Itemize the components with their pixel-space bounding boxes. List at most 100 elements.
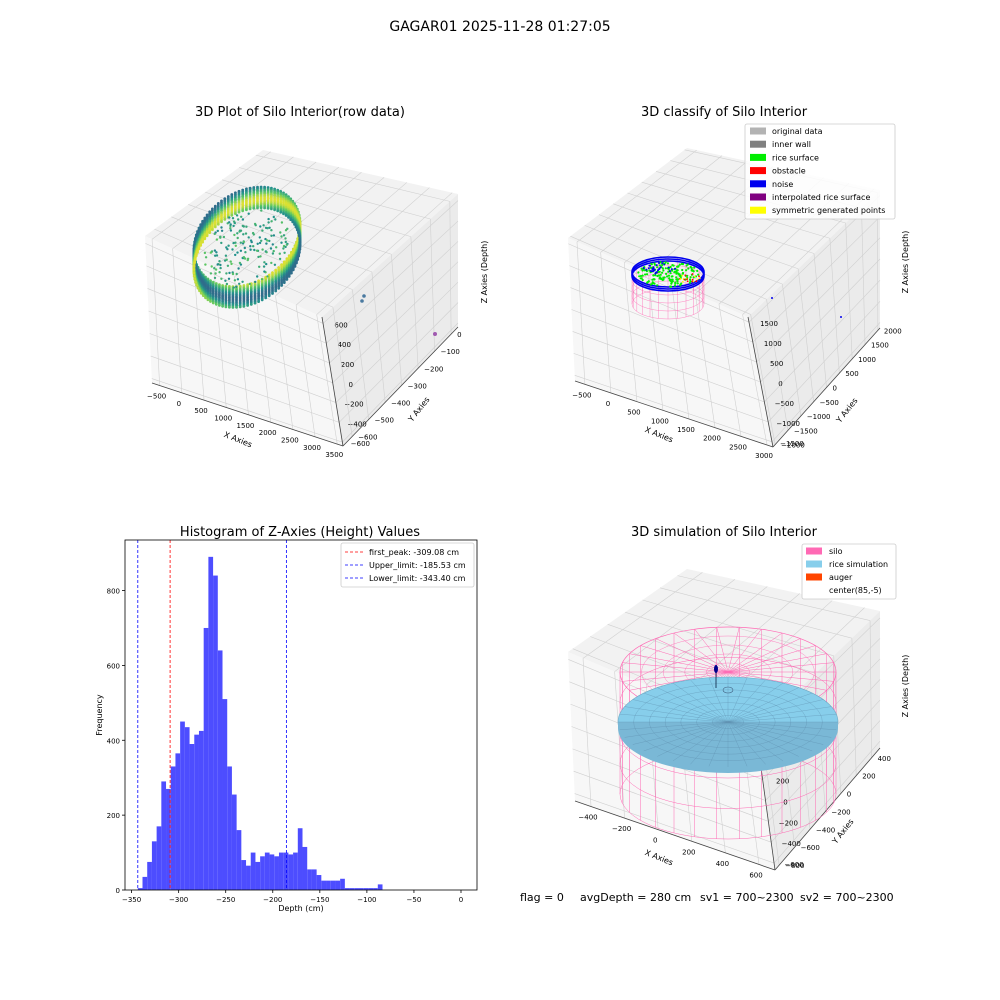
z-tick-label: 0 [457,331,461,339]
histogram-bar [265,853,270,890]
point-raw [204,252,206,254]
point-rice-surface [661,264,663,266]
point-raw [238,211,241,214]
point-rice-surface [674,282,676,284]
point-raw [264,297,267,300]
point-raw [261,299,264,302]
point-noise [648,267,650,269]
point-raw [223,236,225,238]
z-tick-label: 2000 [884,327,902,335]
histogram-bar [246,866,251,890]
point-raw [236,273,238,275]
point-raw [272,243,274,245]
point-raw [261,229,263,231]
point-rice-surface [659,264,661,266]
z-axis-label: Z Axies (Depth) [901,655,910,718]
point-raw [280,235,282,237]
legend-label: rice surface [772,153,819,162]
point-raw [273,216,275,218]
point-raw [286,278,289,281]
point-raw [211,265,213,267]
legend-swatch [806,548,822,555]
histogram-bar [232,795,237,890]
point-raw [252,232,254,234]
panel-classify-title: 3D classify of Silo Interior [641,105,808,120]
point-noise [656,264,658,266]
point-raw [252,245,254,247]
point-raw [260,240,262,242]
point-noise [668,267,670,269]
point-obstacle [693,281,695,283]
point-raw [259,236,261,238]
point-rice-surface [682,263,684,265]
point-raw [227,245,229,247]
point-raw [216,254,218,256]
point-raw [257,256,259,258]
point-obstacle [695,280,697,282]
point-rice-surface [674,285,676,287]
point-raw [249,283,251,285]
point-rice-surface [682,273,684,275]
point-raw [230,223,232,225]
z-tick-label: 400 [878,755,891,763]
point-raw [263,261,265,263]
point-raw [267,221,269,223]
point-rice-surface [651,263,653,265]
point-raw [257,300,260,303]
panel-simulation: 3D simulation of Silo Interior −400−2000… [568,525,910,879]
point-raw [219,267,221,269]
point-obstacle [680,279,682,281]
point-raw [292,268,295,271]
legend-label: interpolated rice surface [772,193,870,202]
y-tick-label: 0 [116,887,120,895]
legend-swatch [750,180,766,187]
point-raw [233,234,235,236]
histogram-bar [241,860,246,890]
point-raw [232,273,234,275]
point-noise [658,268,660,270]
point-obstacle [694,276,696,278]
point-raw [274,264,276,266]
point-raw [296,258,299,261]
point-raw [194,281,197,284]
point-raw [297,255,300,258]
point-raw [265,227,267,229]
point-raw [243,225,245,227]
point-raw [227,265,229,267]
z-tick-label: −2000 [781,442,805,450]
point-raw [433,332,437,336]
point-raw [268,294,271,297]
point-obstacle [684,279,686,281]
point-rice-surface [664,276,666,278]
point-raw [193,275,196,278]
histogram-bar [317,875,322,890]
histogram-bar [161,781,166,890]
point-raw [280,284,283,287]
legend-swatch [750,207,766,214]
point-raw [196,251,199,254]
point-raw [201,241,204,244]
point-rice-surface [681,269,683,271]
point-raw [193,272,196,275]
z-tick-label: −1000 [807,413,831,421]
point-raw [240,242,242,244]
x-tick-label: −500 [572,391,591,399]
x-tick-label: 3000 [755,452,773,460]
point-obstacle [692,273,694,275]
point-raw [230,229,232,231]
histogram-ylabel: Frequency [95,694,104,736]
point-raw [284,237,286,239]
histogram-bar [152,841,157,890]
y-tick-label: 0 [348,381,352,389]
x-tick-label: −200 [612,825,631,833]
x-tick-label: −400 [578,814,597,822]
point-raw [261,278,263,280]
point-raw [256,275,258,277]
x-tick-label: 1000 [214,414,232,422]
z-tick-label: −1500 [794,427,818,435]
point-raw [234,254,236,256]
point-rice-surface [665,261,667,263]
point-raw [203,237,206,240]
histogram-bar [175,753,180,890]
y-tick-label: 200 [107,812,120,820]
